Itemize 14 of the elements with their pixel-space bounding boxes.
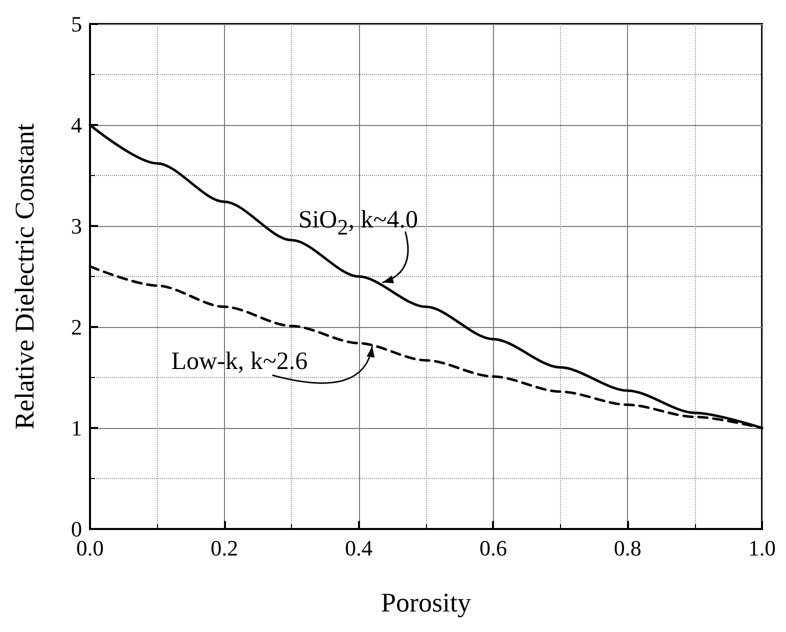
x-tick-label: 0.8 [614,536,642,560]
y-tick-label: 1 [71,416,82,440]
x-tick-label: 0.2 [210,536,238,560]
x-tick-label: 0.6 [479,536,507,560]
y-tick-label: 3 [71,214,82,238]
x-tick-label: 1.0 [748,536,776,560]
y-axis-title: Relative Dielectric Constant [10,123,40,430]
y-tick-label: 2 [71,314,82,340]
annotation: Low-k, k~2.6 [171,348,308,376]
annotation: SiO$_{2}$, k~4.0 [298,206,418,240]
x-tick-label: 0.4 [345,536,373,560]
x-axis-title: Porosity [380,588,472,618]
y-tick-label: 5 [71,12,82,36]
y-tick-label: 4 [71,112,82,138]
